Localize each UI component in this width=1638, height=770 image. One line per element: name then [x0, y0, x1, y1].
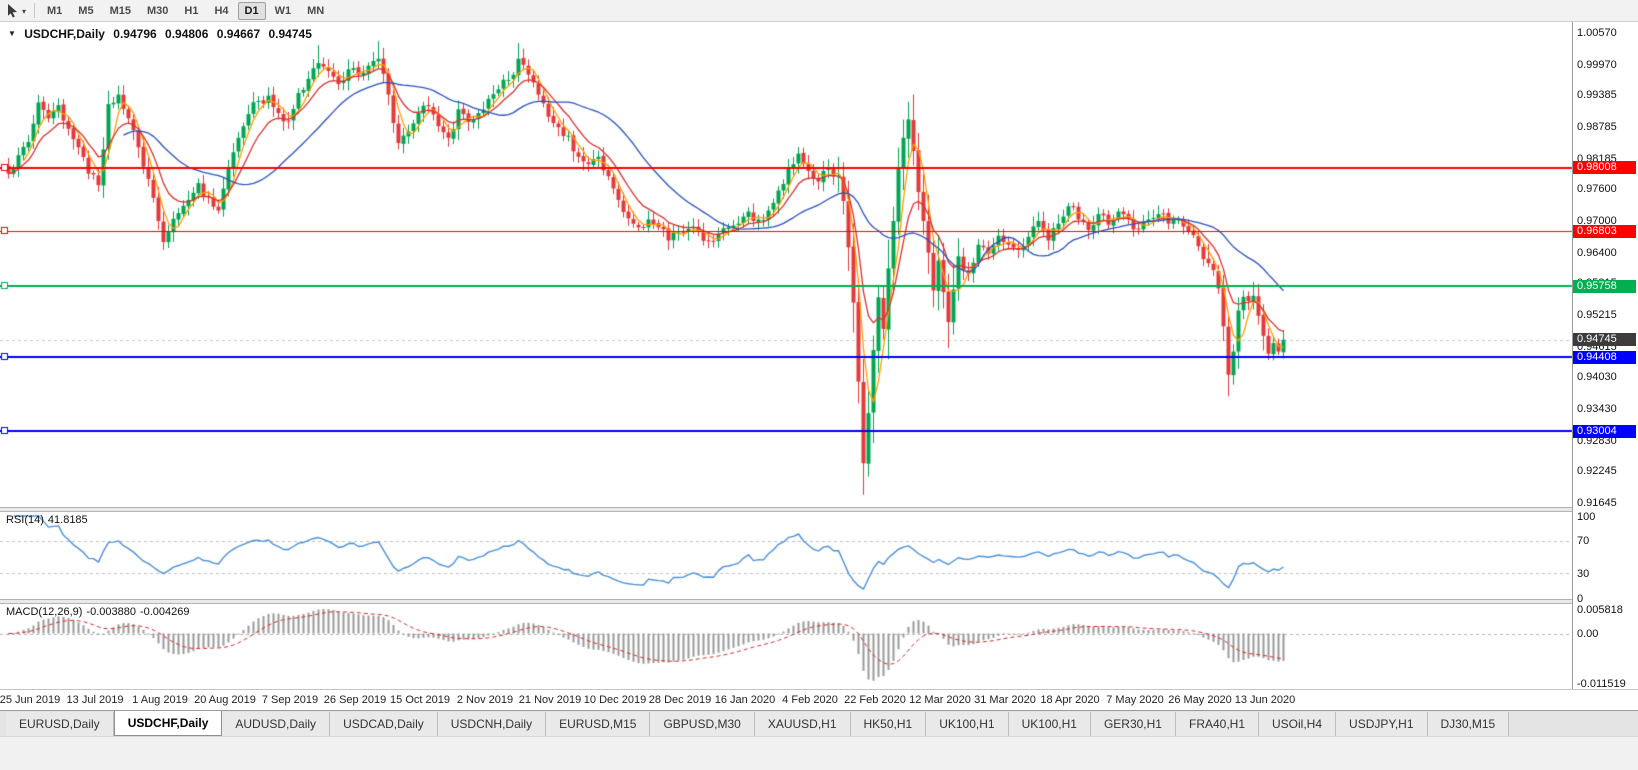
date-axis-label: 31 Mar 2020	[974, 694, 1036, 706]
macd-panel-bottom-border	[0, 689, 1638, 690]
hline-price-label: 0.98008	[1573, 161, 1636, 175]
price-axis-tick: 0.96400	[1577, 246, 1617, 259]
date-axis-label: 1 Aug 2019	[132, 694, 188, 706]
collapse-arrow-icon[interactable]: ▼	[8, 29, 16, 38]
macd-axis-label: -0.011519	[1577, 677, 1626, 690]
timeframe-toolbar: ▾ M1 M5 M15 M30 H1 H4 D1 W1 MN	[0, 0, 1638, 22]
price-axis-tick: 0.94030	[1577, 371, 1617, 384]
date-axis-label: 7 Sep 2019	[261, 694, 319, 706]
price-axis-tick: 0.99385	[1577, 89, 1617, 102]
chart-tab-usdcad-daily[interactable]: USDCAD,Daily	[330, 712, 438, 736]
timeframe-button-m15[interactable]: M15	[109, 4, 131, 17]
date-axis-label: 12 Mar 2020	[909, 694, 971, 706]
chart-tab-usdcnh-daily[interactable]: USDCNH,Daily	[437, 712, 547, 736]
ohlc-open: 0.94796	[113, 27, 157, 41]
rsi-indicator-name: RSI(14)	[6, 514, 44, 526]
date-axis-label: 20 Aug 2019	[194, 694, 256, 706]
timeframe-button-h4[interactable]: H4	[214, 4, 229, 17]
date-axis-label: 16 Jan 2020	[714, 694, 776, 706]
chart-tab-xauusd-h1[interactable]: XAUUSD,H1	[754, 712, 851, 736]
timeframe-button-mn[interactable]: MN	[307, 4, 325, 17]
date-axis-label: 28 Dec 2019	[648, 694, 712, 706]
rsi-panel-splitter[interactable]	[0, 507, 1638, 512]
date-axis-label: 2 Nov 2019	[456, 694, 514, 706]
chart-tab-usdchf-daily[interactable]: USDCHF,Daily	[113, 711, 223, 736]
price-axis-border	[1572, 22, 1573, 689]
price-axis-tick: 0.97600	[1577, 183, 1617, 196]
date-axis-label: 26 May 2020	[1168, 694, 1232, 706]
price-axis-tick: 0.95215	[1577, 309, 1617, 321]
date-axis-label: 21 Nov 2019	[518, 694, 582, 706]
ohlc-close: 0.94745	[268, 27, 312, 41]
date-axis-label: 13 Jun 2020	[1234, 694, 1296, 706]
chart-symbol-period: USDCHF,Daily	[24, 27, 105, 41]
toolbar-separator	[34, 3, 36, 18]
chart-tab-usoil-h4[interactable]: USOil,H4	[1259, 712, 1337, 736]
chart-tab-usdjpy-h1[interactable]: USDJPY,H1	[1336, 712, 1428, 736]
macd-axis-label: 0.00	[1577, 628, 1599, 640]
price-axis-tick: 0.93430	[1577, 403, 1617, 415]
rsi-axis-label: 0	[1577, 592, 1584, 605]
timeframe-button-m30[interactable]: M30	[146, 4, 169, 17]
timeframe-button-h1[interactable]: H1	[184, 4, 199, 17]
macd-label: MACD(12,26,9) -0.003880 -0.004269	[6, 606, 194, 618]
date-axis-label: 22 Feb 2020	[844, 694, 906, 706]
chart-tab-gbpusd-m30[interactable]: GBPUSD,M30	[650, 712, 755, 736]
chart-tabs-bar: EURUSD,Daily USDCHF,Daily AUDUSD,Daily USDC…	[0, 710, 1638, 736]
date-axis[interactable]: 25 Jun 2019 13 Jul 2019 1 Aug 2019 20 Aug 2…	[0, 691, 1572, 709]
ohlc-high: 0.94806	[165, 27, 209, 41]
chart-tab-dj30-m15[interactable]: DJ30,M15	[1427, 712, 1510, 736]
macd-indicator-name: MACD(12,26,9)	[6, 606, 83, 618]
cursor-tool-icon[interactable]	[5, 1, 20, 21]
price-axis-tick: 0.98785	[1577, 121, 1617, 133]
date-axis-label: 13 Jul 2019	[66, 694, 124, 706]
date-axis-label: 7 May 2020	[1106, 694, 1164, 706]
date-axis-label: 18 Apr 2020	[1040, 694, 1100, 706]
rsi-label: RSI(14) 41.8185	[6, 514, 92, 526]
price-axis-tick: 0.97000	[1577, 215, 1617, 227]
price-axis-tick: 0.99970	[1577, 58, 1617, 71]
tool-dropdown-icon[interactable]: ▾	[22, 6, 27, 16]
macd-axis-label: 0.005818	[1577, 603, 1623, 616]
date-axis-label: 25 Jun 2019	[0, 694, 61, 706]
date-axis-label: 4 Feb 2020	[782, 694, 838, 706]
date-axis-label: 10 Dec 2019	[583, 694, 647, 706]
macd-main-value: -0.003880	[86, 606, 136, 618]
timeframe-button-w1[interactable]: W1	[274, 4, 292, 17]
timeframe-button-d1[interactable]: D1	[237, 1, 266, 20]
ohlc-low: 0.94667	[216, 27, 261, 41]
price-axis[interactable]: 1.00570 0.99970 0.99385 0.98785 0.98185 0.976…	[1573, 22, 1638, 690]
timeframe-button-m1[interactable]: M1	[47, 4, 63, 17]
chart-tab-uk100-h1[interactable]: UK100,H1	[926, 712, 1009, 736]
status-bar	[0, 736, 1638, 770]
chart-tab-audusd-daily[interactable]: AUDUSD,Daily	[222, 712, 331, 736]
macd-panel-splitter[interactable]	[0, 599, 1638, 604]
rsi-axis-label: 70	[1577, 535, 1590, 548]
chart-title: ▼ USDCHF,Daily 0.94796 0.94806 0.94667 0…	[8, 27, 317, 41]
price-axis-tick: 1.00570	[1577, 27, 1617, 39]
macd-signal-value: -0.004269	[139, 606, 190, 618]
rsi-indicator-value: 41.8185	[47, 514, 88, 526]
rsi-axis-label: 100	[1577, 510, 1596, 523]
price-axis-tick: 0.92245	[1577, 465, 1617, 478]
hline-price-label: 0.96803	[1573, 224, 1636, 238]
hline-price-label: 0.93004	[1573, 424, 1636, 438]
chart-tab-eurusd-daily[interactable]: EURUSD,Daily	[6, 712, 114, 736]
rsi-axis-label: 30	[1577, 567, 1590, 580]
hline-price-label: 0.95758	[1573, 279, 1636, 293]
chart-tab-fra40-h1[interactable]: FRA40,H1	[1175, 712, 1260, 736]
timeframe-buttons: M1 M5 M15 M30 H1 H4 D1 W1 MN	[39, 1, 332, 20]
last-price-label: 0.94745	[1573, 333, 1636, 347]
chart-tab-hk50-h1[interactable]: HK50,H1	[850, 712, 927, 736]
chart-tab-uk100-h1[interactable]: UK100,H1	[1008, 712, 1091, 736]
price-axis-tick: 0.91645	[1577, 497, 1617, 509]
date-axis-label: 26 Sep 2019	[323, 694, 387, 706]
chart-tab-ger30-h1[interactable]: GER30,H1	[1090, 712, 1176, 736]
timeframe-button-m5[interactable]: M5	[78, 4, 94, 17]
date-axis-label: 15 Oct 2019	[390, 694, 450, 706]
chart-tab-eurusd-m15[interactable]: EURUSD,M15	[546, 712, 651, 736]
hline-price-label: 0.94408	[1573, 350, 1636, 364]
